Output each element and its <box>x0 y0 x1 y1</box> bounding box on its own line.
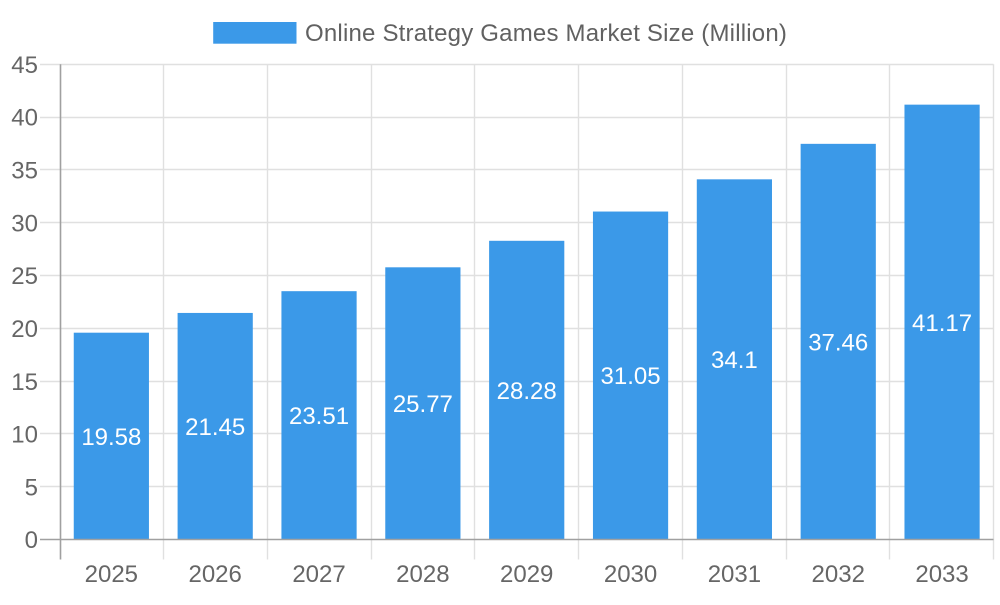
svg-text:0: 0 <box>25 527 38 554</box>
svg-text:2027: 2027 <box>292 561 345 588</box>
svg-text:41.17: 41.17 <box>912 310 972 337</box>
svg-text:2030: 2030 <box>604 561 657 588</box>
svg-text:19.58: 19.58 <box>81 424 141 451</box>
svg-text:Online Strategy Games Market S: Online Strategy Games Market Size (Milli… <box>305 20 787 47</box>
svg-text:31.05: 31.05 <box>601 363 661 390</box>
svg-text:28.28: 28.28 <box>497 378 557 405</box>
svg-text:20: 20 <box>11 316 38 343</box>
svg-text:34.1: 34.1 <box>711 347 758 374</box>
svg-text:25.77: 25.77 <box>393 391 453 418</box>
svg-text:21.45: 21.45 <box>185 414 245 441</box>
svg-text:30: 30 <box>11 210 38 237</box>
svg-text:23.51: 23.51 <box>289 403 349 430</box>
svg-text:10: 10 <box>11 422 38 449</box>
svg-text:2025: 2025 <box>85 561 138 588</box>
svg-text:40: 40 <box>11 105 38 132</box>
svg-text:2033: 2033 <box>915 561 968 588</box>
svg-text:5: 5 <box>25 474 38 501</box>
svg-text:35: 35 <box>11 158 38 185</box>
svg-text:2032: 2032 <box>812 561 865 588</box>
svg-text:2028: 2028 <box>396 561 449 588</box>
svg-text:37.46: 37.46 <box>808 329 868 356</box>
svg-text:45: 45 <box>11 52 38 79</box>
svg-text:2031: 2031 <box>708 561 761 588</box>
svg-text:2029: 2029 <box>500 561 553 588</box>
svg-text:2026: 2026 <box>188 561 241 588</box>
svg-text:15: 15 <box>11 369 38 396</box>
svg-text:25: 25 <box>11 263 38 290</box>
